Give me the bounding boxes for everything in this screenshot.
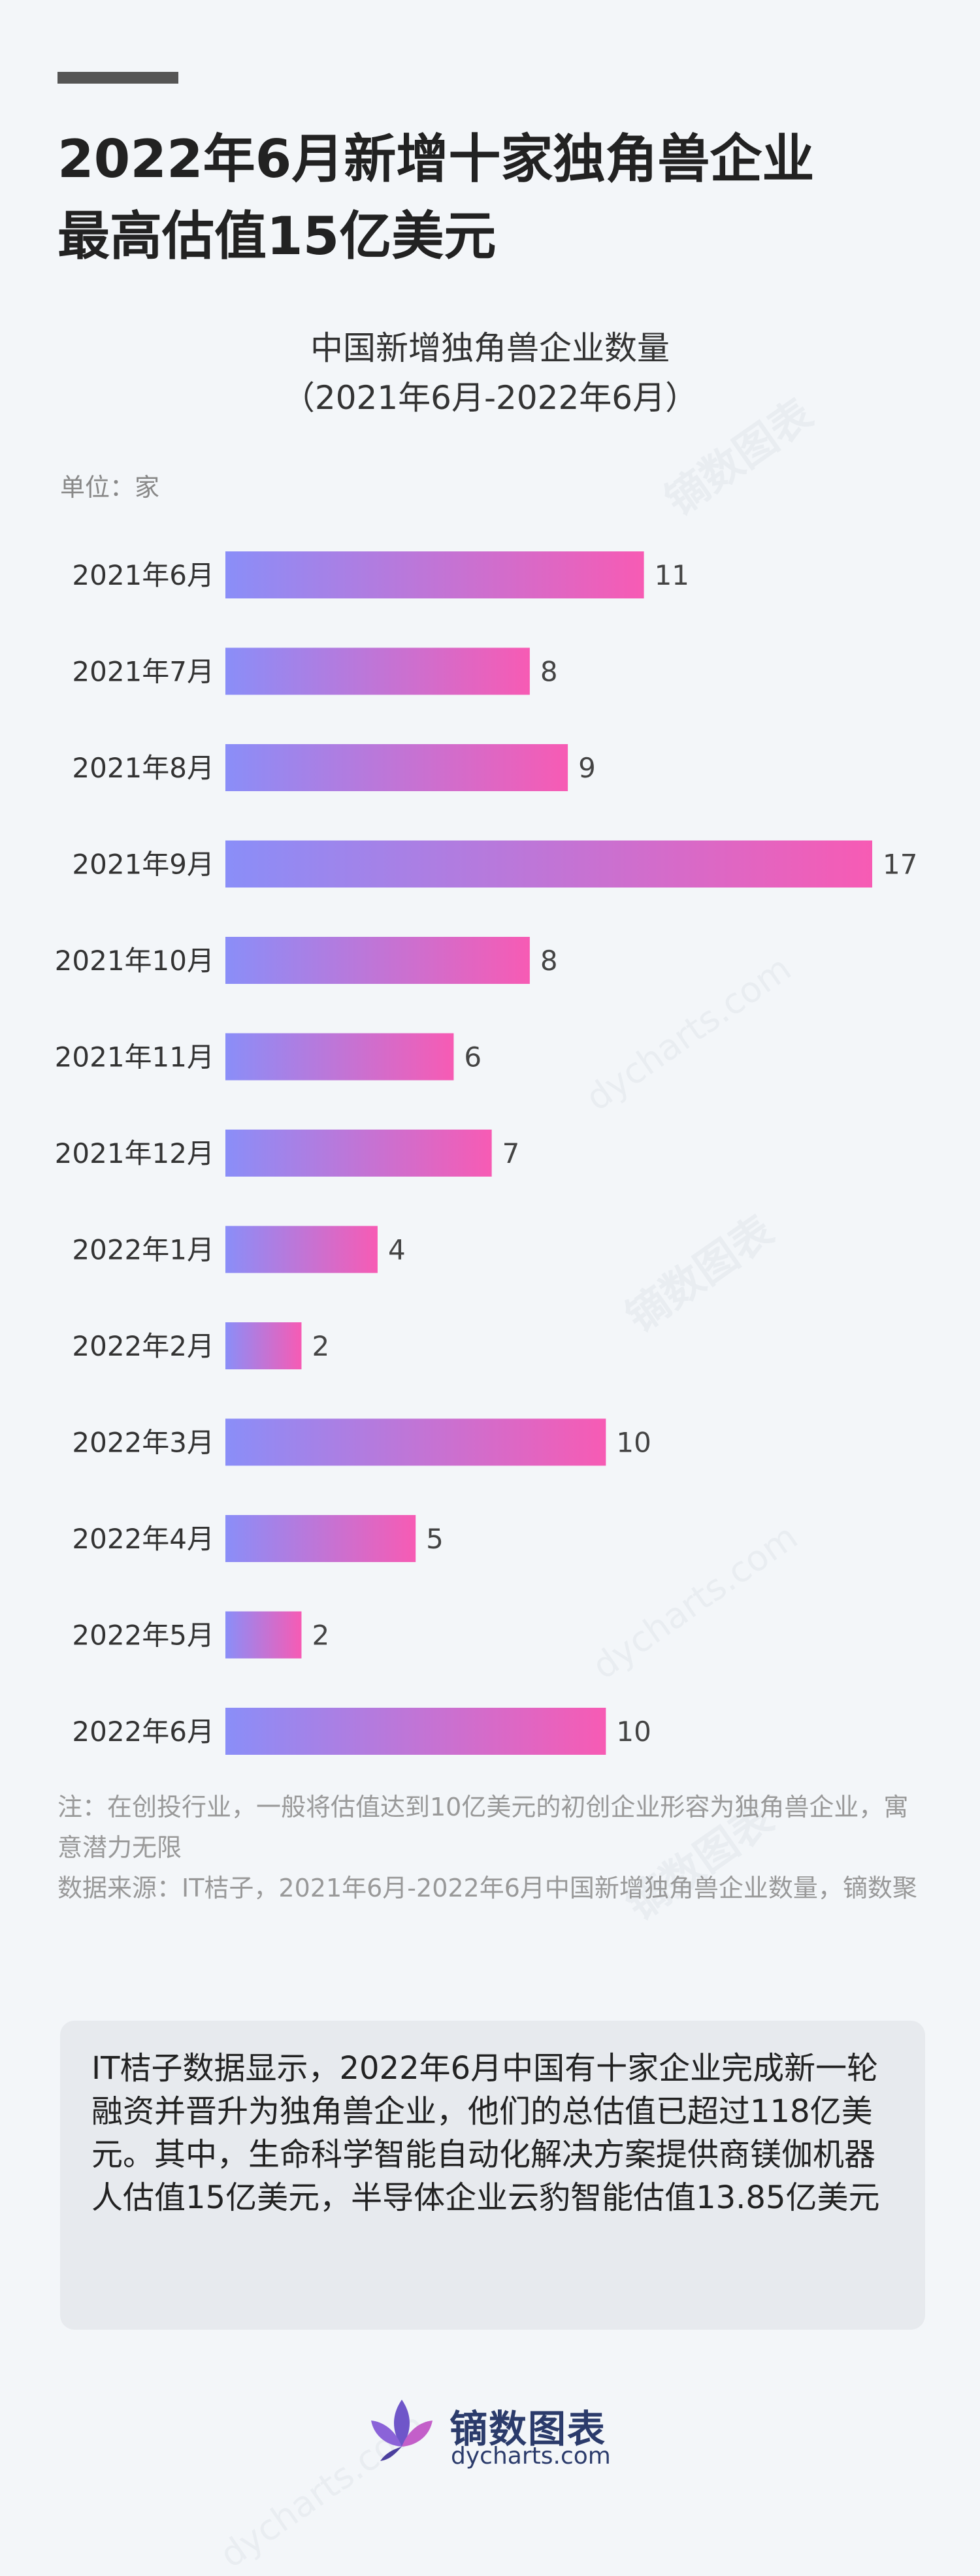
headline: 2022年6月新增十家独角兽企业 最高估值15亿美元 (57, 121, 933, 275)
bar-value-label: 2 (312, 1620, 329, 1652)
bar-value-label: 8 (540, 656, 558, 688)
note-text: 注：在创投行业，一般将估值达到10亿美元的初创企业形容为独角兽企业，寓意潜力无限 (57, 1793, 909, 1862)
brand-url: dycharts.com (451, 2443, 611, 2470)
bar-value-label: 10 (616, 1427, 651, 1459)
brand-name: 镝数图表 (449, 2407, 607, 2451)
unit-label: 单位：家 (60, 473, 160, 502)
headline-line-2: 最高估值15亿美元 (57, 206, 497, 267)
bar (225, 1130, 492, 1177)
category-label: 2021年6月 (72, 559, 214, 591)
bar (225, 1322, 302, 1369)
chart-title: 中国新增独角兽企业数量 （2021年6月-2022年6月） (0, 323, 980, 423)
headline-line-1: 2022年6月新增十家独角兽企业 (57, 129, 815, 189)
bars-group: 2021年6月 11 2021年7月 8 2021年8月 9 2021年9月 17 2021年1… (55, 551, 917, 1755)
notes: 注：在创投行业，一般将估值达到10亿美元的初创企业形容为独角兽企业，寓意潜力无限… (57, 1787, 926, 1908)
bar (225, 937, 530, 984)
bar (225, 1515, 416, 1562)
category-label: 2021年9月 (72, 849, 214, 881)
category-label: 2021年8月 (72, 752, 214, 784)
bar (225, 647, 530, 695)
bar-value-label: 10 (616, 1716, 651, 1748)
header-rule (57, 72, 178, 84)
bar (225, 840, 872, 888)
bar-value-label: 2 (312, 1330, 329, 1362)
bar (225, 744, 568, 791)
brand-logo-icon (371, 2400, 433, 2461)
category-label: 2021年7月 (72, 656, 214, 688)
category-label: 2022年3月 (72, 1427, 214, 1459)
bar-value-label: 8 (540, 945, 558, 977)
bar (225, 1418, 606, 1466)
chart-title-line-2: （2021年6月-2022年6月） (282, 379, 698, 417)
category-label: 2022年6月 (72, 1716, 214, 1748)
bar (225, 1611, 302, 1659)
bar-chart: 2021年6月 11 2021年7月 8 2021年8月 9 2021年9月 17 2021年1… (55, 551, 917, 1755)
category-label: 2022年4月 (72, 1523, 214, 1555)
bar-value-label: 6 (464, 1041, 482, 1073)
category-label: 2021年12月 (55, 1137, 214, 1169)
bar (225, 1033, 454, 1081)
chart-title-line-1: 中国新增独角兽企业数量 (310, 329, 670, 367)
category-label: 2022年5月 (72, 1620, 214, 1652)
brand: 镝数图表 dycharts.com (366, 2394, 627, 2470)
bar-value-label: 9 (578, 752, 596, 784)
category-label: 2022年1月 (72, 1234, 214, 1266)
category-label: 2022年2月 (72, 1330, 214, 1362)
bar (225, 551, 644, 598)
source-text: 数据来源：IT桔子，2021年6月-2022年6月中国新增独角兽企业数量，镝数聚 (57, 1874, 917, 1902)
bar-value-label: 11 (655, 559, 689, 591)
category-label: 2021年11月 (55, 1041, 214, 1073)
bar-value-label: 17 (883, 849, 917, 881)
category-label: 2021年10月 (55, 945, 214, 977)
bar-value-label: 7 (502, 1137, 520, 1169)
summary-box: IT桔子数据显示，2022年6月中国有十家企业完成新一轮融资并晋升为独角兽企业，… (60, 2021, 925, 2330)
bar-value-label: 5 (426, 1523, 444, 1555)
bar (225, 1708, 606, 1755)
bar-value-label: 4 (388, 1234, 406, 1266)
bar (225, 1226, 378, 1273)
